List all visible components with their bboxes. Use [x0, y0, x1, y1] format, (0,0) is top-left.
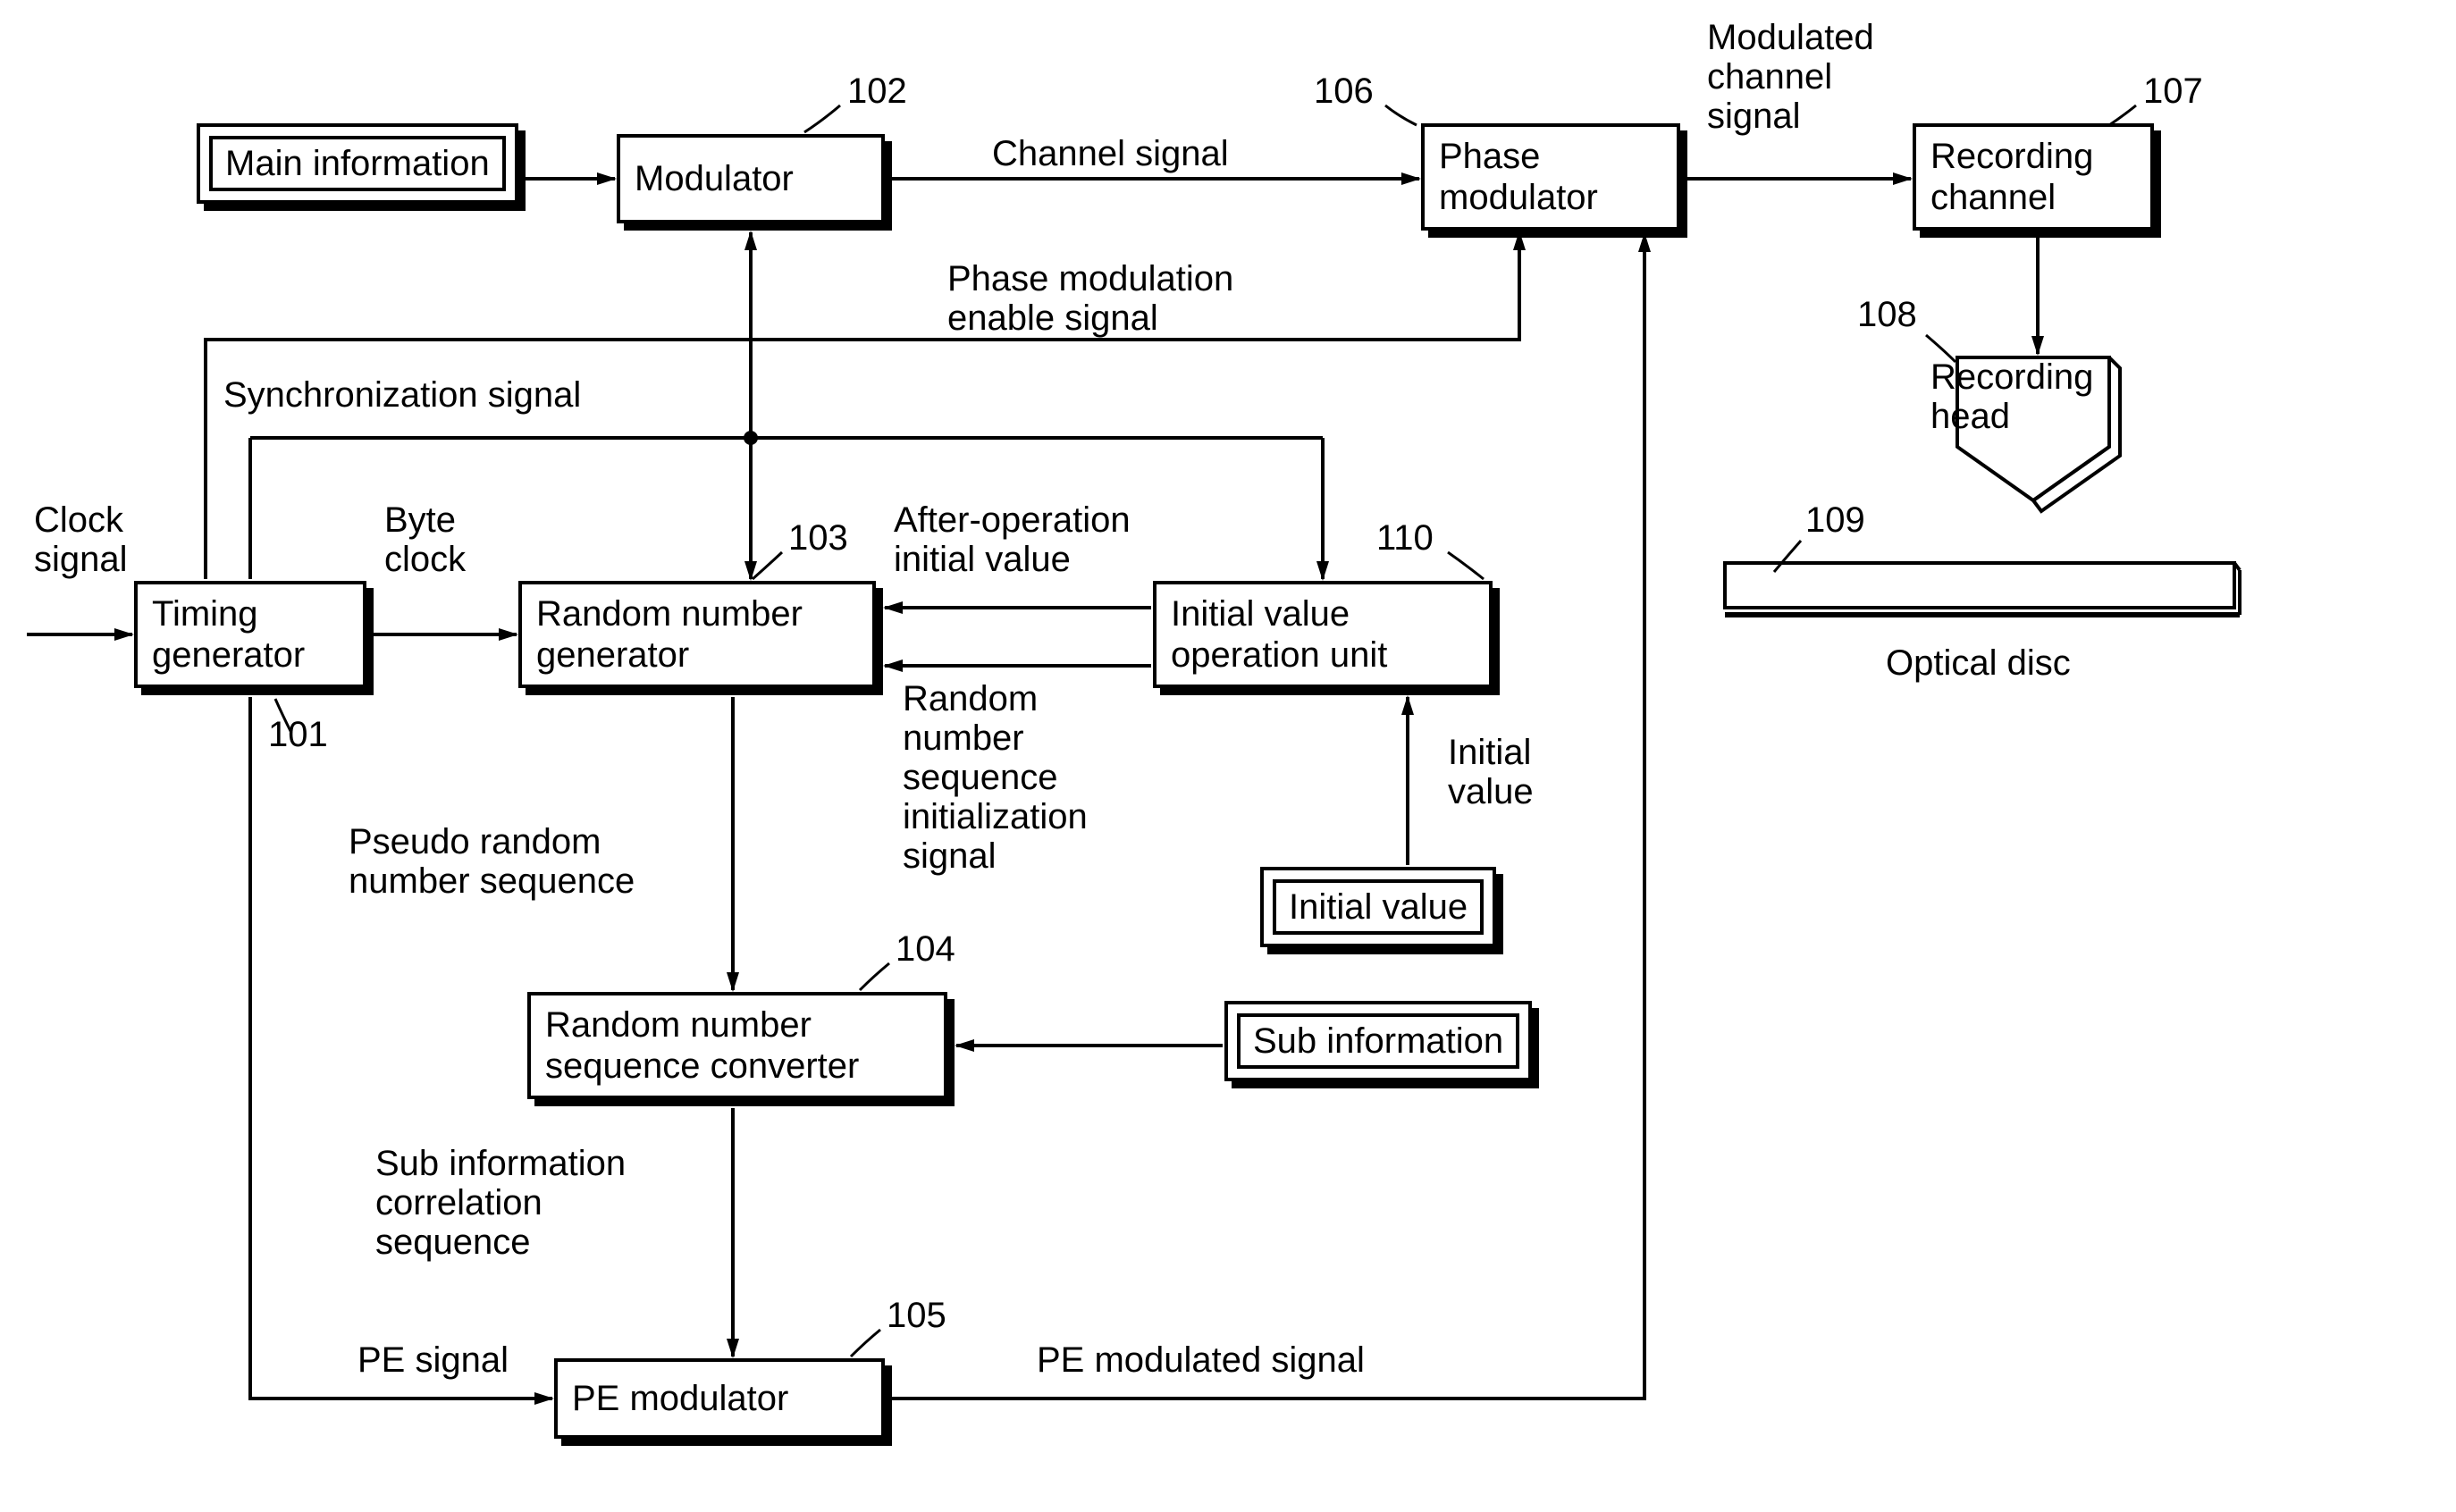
- optical-disc-label: Optical disc: [1886, 643, 2071, 683]
- pe-modulator-label: PE modulator: [572, 1378, 788, 1419]
- channel-signal-label: Channel signal: [992, 134, 1229, 173]
- pe-signal-label: PE signal: [357, 1340, 509, 1380]
- initial-value-block: Initial value: [1260, 867, 1496, 947]
- ref-109: 109: [1805, 500, 1865, 540]
- main-information-block: Main information: [197, 123, 518, 204]
- recording-head-label: Recording head: [1930, 357, 2093, 436]
- rns-converter-label: Random number sequence converter: [545, 1004, 929, 1087]
- initial-value-label: Initial value: [1448, 733, 1534, 811]
- initial-value-operation-unit-block: Initial value operation unit: [1153, 581, 1493, 688]
- byte-clock-label: Byte clock: [384, 500, 466, 579]
- pe-modulator-block: PE modulator: [554, 1358, 885, 1439]
- sub-information-block: Sub information: [1224, 1001, 1532, 1081]
- ref-101: 101: [268, 715, 328, 754]
- modulator-block: Modulator: [617, 134, 885, 223]
- recording-channel-label: Recording channel: [1930, 136, 2136, 218]
- ref-107: 107: [2143, 71, 2203, 111]
- pe-mod-signal-label: PE modulated signal: [1037, 1340, 1365, 1380]
- ref-108: 108: [1857, 295, 1917, 334]
- ref-104: 104: [896, 929, 955, 969]
- recording-channel-block: Recording channel: [1913, 123, 2154, 231]
- rns-converter-block: Random number sequence converter: [527, 992, 947, 1099]
- rng-label: Random number generator: [536, 593, 858, 676]
- timing-generator-label: Timing generator: [152, 593, 349, 676]
- main-information-label: Main information: [209, 136, 506, 191]
- sub-corr-seq-label: Sub information correlation sequence: [375, 1144, 626, 1262]
- ref-103: 103: [788, 518, 848, 558]
- timing-generator-block: Timing generator: [134, 581, 366, 688]
- ref-106: 106: [1314, 71, 1374, 111]
- ref-105: 105: [887, 1296, 946, 1335]
- sub-information-label: Sub information: [1237, 1013, 1519, 1069]
- after-op-iv-label: After-operation initial value: [894, 500, 1131, 579]
- initial-value-block-label: Initial value: [1273, 879, 1484, 935]
- rng-block: Random number generator: [518, 581, 876, 688]
- pm-enable-label: Phase modulation enable signal: [947, 259, 1233, 338]
- phase-modulator-block: Phase modulator: [1421, 123, 1680, 231]
- diagram-canvas: Main information Initial value Sub infor…: [0, 0, 2456, 1512]
- mod-channel-signal-label: Modulated channel signal: [1707, 18, 1874, 136]
- rns-init-signal-label: Random number sequence initialization si…: [903, 679, 1088, 876]
- ref-110: 110: [1376, 518, 1434, 558]
- clock-signal-label: Clock signal: [34, 500, 128, 579]
- ivop-label: Initial value operation unit: [1171, 593, 1475, 676]
- modulator-label: Modulator: [635, 158, 794, 199]
- ref-102: 102: [847, 71, 907, 111]
- sync-signal-label: Synchronization signal: [223, 375, 581, 415]
- phase-modulator-label: Phase modulator: [1439, 136, 1662, 218]
- prns-label: Pseudo random number sequence: [349, 822, 635, 901]
